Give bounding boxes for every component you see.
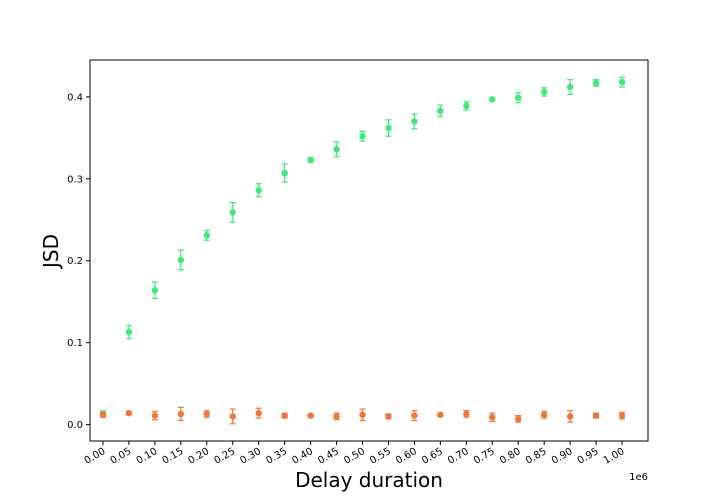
data-point [540,411,548,418]
x-axis-title: Delay duration [295,468,443,492]
data-point [203,410,210,418]
data-point [151,287,159,294]
data-point [411,412,418,419]
series-1 [99,76,626,418]
data-point [566,413,574,420]
plot-area-frame [89,59,649,442]
data-point [385,124,392,132]
y-axis-title: JSD [39,234,63,270]
data-point [411,118,418,125]
data-point [333,413,340,420]
data-point [229,413,236,420]
data-point [489,414,496,421]
data-series-layer [99,76,626,425]
data-point [203,232,210,239]
data-point [592,412,600,419]
data-point [489,96,496,103]
data-point [463,102,470,110]
data-point [437,411,444,418]
data-point [592,79,600,87]
data-point [618,78,626,86]
data-point [125,328,133,336]
data-point [177,410,185,418]
data-point [463,410,470,418]
data-point [177,256,185,264]
data-point [359,133,366,140]
data-point [99,411,107,418]
data-point [359,411,366,418]
data-point [540,88,548,96]
y-tick-label: 0.2 [67,256,83,267]
data-point [618,412,626,419]
data-point [307,412,314,419]
y-tick-label: 0.3 [67,174,83,185]
data-point [307,156,314,164]
data-point [281,412,288,419]
data-point [515,94,522,101]
y-tick-label: 0.1 [67,338,83,349]
data-point [333,146,340,153]
data-point [566,83,574,91]
data-point [437,107,444,115]
y-axis: 0.0 0.1 0.2 0.3 0.4 [67,92,90,431]
x-axis-offset-label: 1e6 [629,472,648,483]
data-point [229,209,236,216]
series-2 [99,406,626,425]
y-tick-label: 0.4 [67,92,83,103]
data-point [255,409,262,417]
data-point [281,169,288,177]
data-point [515,415,522,423]
data-point [385,413,392,420]
data-point [151,412,159,419]
y-tick-label: 0.0 [67,420,83,431]
data-point [125,409,133,417]
data-point [255,187,262,194]
